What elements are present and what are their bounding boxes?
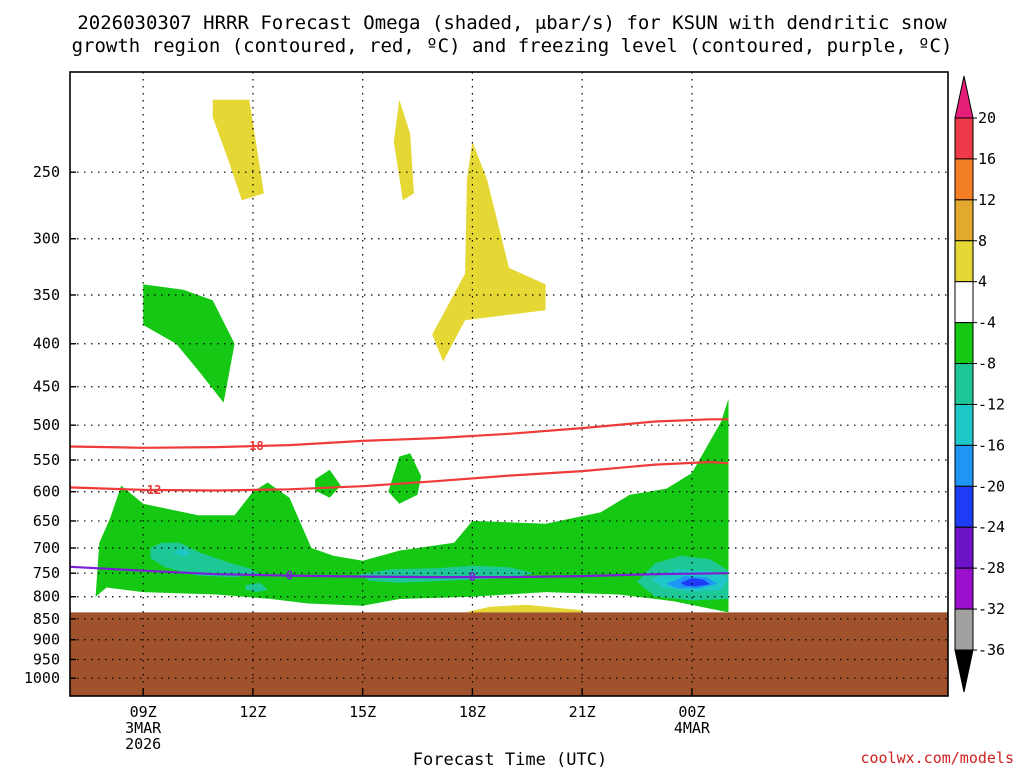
credit-text: coolwx.com/models <box>860 749 1014 767</box>
contour-label: 0 <box>469 570 476 584</box>
colorbar-label: -16 <box>978 436 1005 454</box>
x-tick-label: 00Z <box>678 703 705 721</box>
omega-region <box>465 604 583 613</box>
colorbar-swatch <box>954 322 974 365</box>
colorbar-swatch <box>954 444 974 487</box>
colorbar-label: -32 <box>978 600 1005 618</box>
y-tick-label: 900 <box>33 631 60 649</box>
omega-region <box>212 99 264 201</box>
colorbar-swatch <box>954 485 974 528</box>
colorbar-label: -4 <box>978 314 996 332</box>
contour-label: -12 <box>140 483 162 497</box>
axes: 250 300 350 400 450 500 550 600 650 700 750 800 850 9… <box>24 71 949 753</box>
colorbar-swatch <box>954 363 974 405</box>
y-tick-label: 500 <box>33 416 60 434</box>
colorbar-label: 16 <box>978 150 996 168</box>
y-tick-label: 850 <box>33 610 60 628</box>
y-tick-label: 700 <box>33 539 60 557</box>
chart-title-line1: 2026030307 HRRR Forecast Omega (shaded, … <box>77 12 947 34</box>
plot-frame <box>69 71 949 697</box>
chart-title-line2: growth region (contoured, red, ºC) and f… <box>72 35 953 57</box>
x-tick-label: 09Z <box>130 703 157 721</box>
colorbar-swatch <box>954 117 974 160</box>
colorbar-label: -12 <box>978 395 1005 413</box>
x-tick-label: 21Z <box>569 703 596 721</box>
colorbar-swatch <box>954 158 974 201</box>
y-tick-label: 950 <box>33 650 60 668</box>
omega-region <box>680 578 711 587</box>
contour-line <box>70 565 729 579</box>
colorbar-label: 8 <box>978 232 987 250</box>
plot-area: -18 -12 0 0 <box>70 72 948 696</box>
colorbar-swatch <box>954 281 974 324</box>
colorbar-swatch <box>954 608 974 651</box>
terrain-fill <box>70 612 948 696</box>
x-tick-label: 3MAR <box>125 719 162 737</box>
x-axis-label: Forecast Time (UTC) <box>413 750 607 768</box>
colorbar: 20 16 12 8 4 -4 -8 -12 -16 -20 -24 -28 -32 -36 <box>954 75 1005 693</box>
omega-region <box>359 565 535 583</box>
y-tick-label: 400 <box>33 335 60 353</box>
y-tick-label: 750 <box>33 564 60 582</box>
colorbar-label: -36 <box>978 641 1005 659</box>
y-tick-label: 350 <box>33 286 60 304</box>
x-tick-label: 4MAR <box>674 719 711 737</box>
y-tick-label: 800 <box>33 588 60 606</box>
colorbar-swatch <box>954 240 974 283</box>
contour-line <box>70 460 729 492</box>
x-tick-label: 15Z <box>349 703 376 721</box>
y-tick-label: 300 <box>33 230 60 248</box>
colorbar-swatch <box>954 403 974 446</box>
colorbar-label: 4 <box>978 273 987 291</box>
contour-label: -18 <box>242 439 264 453</box>
contour-line <box>70 418 729 449</box>
x-tick-label: 18Z <box>459 703 486 721</box>
colorbar-label: -20 <box>978 477 1005 495</box>
colorbar-label: -28 <box>978 559 1005 577</box>
omega-region <box>245 582 268 593</box>
colorbar-label: -24 <box>978 518 1005 536</box>
y-tick-label: 550 <box>33 451 60 469</box>
colorbar-bottom-arrow <box>954 649 974 693</box>
colorbar-label: 12 <box>978 191 996 209</box>
omega-region <box>315 469 341 498</box>
omega-region <box>172 548 191 557</box>
omega-region <box>393 99 414 201</box>
y-tick-label: 600 <box>33 483 60 501</box>
x-tick-label: 2026 <box>125 735 161 753</box>
omega-region <box>143 284 235 403</box>
y-tick-label: 250 <box>33 163 60 181</box>
plot-content: -18 -12 0 0 <box>70 72 948 696</box>
colorbar-swatch <box>954 567 974 610</box>
omega-region <box>95 398 729 613</box>
y-tick-label: 450 <box>33 378 60 396</box>
colorbar-swatch <box>954 199 974 242</box>
x-tick-label: 12Z <box>239 703 266 721</box>
omega-region <box>432 141 546 362</box>
colorbar-top-arrow <box>954 75 974 119</box>
contour-label: 0 <box>286 569 293 583</box>
omega-region <box>388 453 422 504</box>
colorbar-label: -8 <box>978 355 996 373</box>
y-tick-label: 1000 <box>24 669 60 687</box>
y-tick-label: 650 <box>33 512 60 530</box>
colorbar-swatch <box>954 526 974 569</box>
colorbar-label: 20 <box>978 109 996 127</box>
